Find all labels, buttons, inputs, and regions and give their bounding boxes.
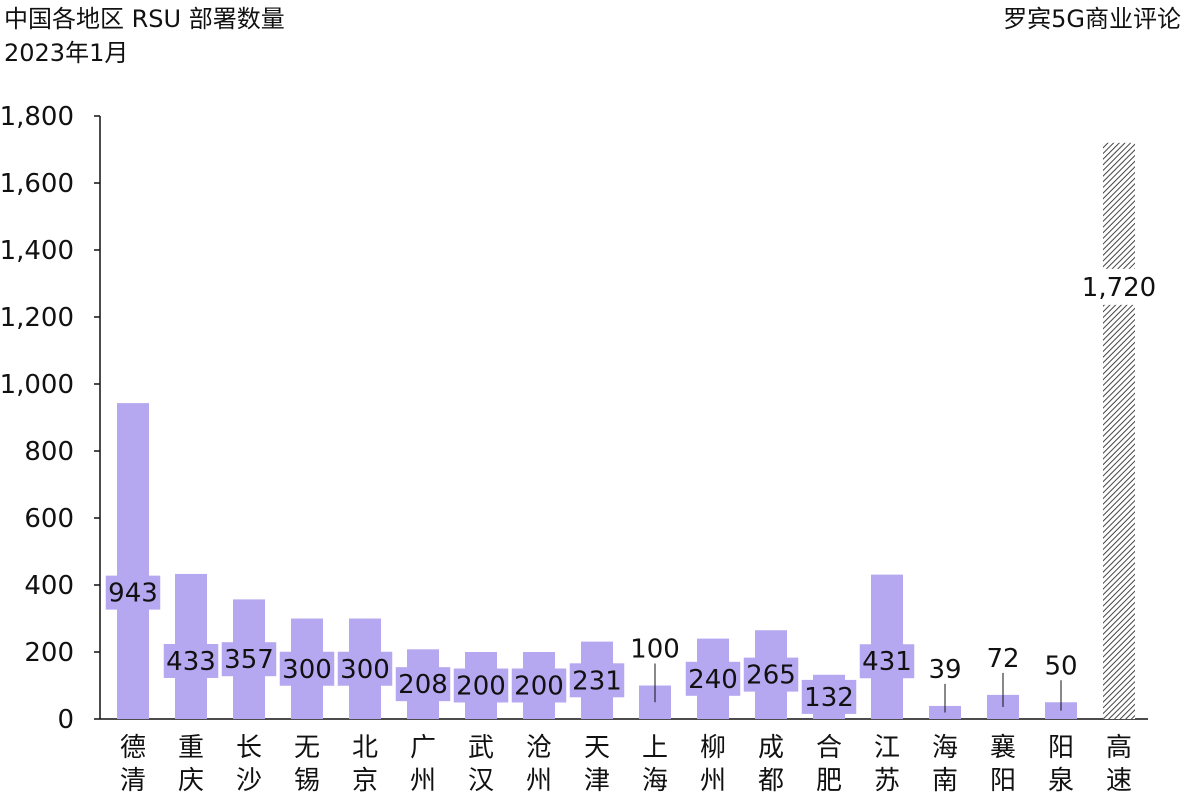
x-category-label: 清 xyxy=(120,766,146,795)
x-category-label: 海 xyxy=(642,766,668,795)
x-category-label: 上 xyxy=(642,733,668,763)
data-label-bg xyxy=(279,651,335,686)
data-label-bg xyxy=(569,663,625,698)
y-tick-label: 600 xyxy=(24,504,74,534)
x-category-label: 海 xyxy=(932,733,958,763)
data-label-bg xyxy=(859,644,915,679)
y-tick-label: 1,800 xyxy=(0,102,74,132)
data-label-bg xyxy=(163,643,219,678)
data-label-bg xyxy=(221,642,277,677)
data-label: 265 xyxy=(746,661,796,691)
data-label: 943 xyxy=(108,579,158,609)
x-category-label: 合 xyxy=(816,733,842,763)
data-label: 132 xyxy=(804,683,854,713)
chart-source: 罗宾5G商业评论 xyxy=(1003,5,1181,33)
x-category-label: 德 xyxy=(120,733,146,763)
x-category-label: 无 xyxy=(294,733,320,763)
y-tick-label: 1,400 xyxy=(0,236,74,266)
data-label-bg xyxy=(105,575,161,610)
y-tick-label: 1,600 xyxy=(0,169,74,199)
y-tick-label: 800 xyxy=(24,437,74,467)
x-category-label: 津 xyxy=(584,766,610,795)
data-label-bg xyxy=(801,679,857,714)
x-category-label: 都 xyxy=(758,766,784,795)
data-label-bg xyxy=(395,667,451,702)
data-label: 300 xyxy=(340,655,390,685)
x-category-label: 北 xyxy=(352,733,378,763)
data-label: 39 xyxy=(928,655,961,685)
data-label: 100 xyxy=(630,635,680,665)
data-label: 431 xyxy=(862,647,912,677)
x-category-label: 阳 xyxy=(990,766,1016,795)
y-tick-label: 0 xyxy=(57,705,74,735)
x-category-label: 高 xyxy=(1106,733,1132,763)
x-category-label: 南 xyxy=(932,766,958,795)
data-label: 357 xyxy=(224,645,274,675)
x-category-label: 泉 xyxy=(1048,766,1074,795)
x-category-label: 汉 xyxy=(468,766,494,795)
y-tick-label: 200 xyxy=(24,638,74,668)
chart-subtitle: 2023年1月 xyxy=(4,39,129,67)
x-category-label: 速 xyxy=(1106,766,1132,795)
data-label-bg xyxy=(453,668,509,703)
x-category-label: 柳 xyxy=(700,733,726,763)
y-tick-label: 400 xyxy=(24,571,74,601)
x-category-label: 重 xyxy=(178,733,204,763)
axis-layer: 0 200 400 600 800 1,000 1,200 1,400 1,600 1,800 xyxy=(0,102,1148,735)
x-category-label: 庆 xyxy=(178,766,204,795)
data-label: 231 xyxy=(572,666,622,696)
y-tick-label: 1,200 xyxy=(0,303,74,333)
y-tick-label: 1,000 xyxy=(0,370,74,400)
data-label: 208 xyxy=(398,670,448,700)
data-label: 200 xyxy=(456,672,506,702)
data-label-bg xyxy=(1076,268,1162,305)
x-category-label: 州 xyxy=(526,766,552,795)
bar-高速 xyxy=(1103,142,1135,720)
x-category-label: 沙 xyxy=(236,766,262,795)
x-category-label: 广 xyxy=(410,733,436,763)
chart-title: 中国各地区 RSU 部署数量 xyxy=(4,5,285,33)
bar-layer xyxy=(117,142,1135,720)
x-category-label: 阳 xyxy=(1048,733,1074,763)
data-label-bg xyxy=(743,657,799,692)
data-label-bg xyxy=(337,651,393,686)
x-category-label: 锡 xyxy=(294,766,320,795)
data-label: 72 xyxy=(986,644,1019,674)
x-category-label: 武 xyxy=(468,733,494,763)
x-category-label: 江 xyxy=(874,733,900,763)
x-category-label: 沧 xyxy=(526,733,552,763)
data-label: 433 xyxy=(166,647,216,677)
x-category-label: 京 xyxy=(352,766,378,795)
x-category-label: 苏 xyxy=(874,766,900,795)
x-category-label: 长 xyxy=(236,733,262,763)
x-category-label: 州 xyxy=(700,766,726,795)
x-category-label: 成 xyxy=(758,733,784,763)
data-label: 50 xyxy=(1044,651,1077,681)
data-label: 240 xyxy=(688,665,738,695)
data-label: 300 xyxy=(282,655,332,685)
bar-德清 xyxy=(117,403,149,719)
data-label-bg xyxy=(511,668,567,703)
data-label-bg xyxy=(685,661,741,696)
x-category-label: 襄 xyxy=(990,733,1016,763)
x-category-label: 天 xyxy=(584,733,610,763)
data-label: 200 xyxy=(514,672,564,702)
x-category-label: 肥 xyxy=(816,766,842,795)
data-label: 1,720 xyxy=(1082,273,1156,303)
label-layer: 德清943重庆433长沙357无锡300北京300广州208武汉200沧州200… xyxy=(105,268,1162,795)
x-category-label: 州 xyxy=(410,766,436,795)
